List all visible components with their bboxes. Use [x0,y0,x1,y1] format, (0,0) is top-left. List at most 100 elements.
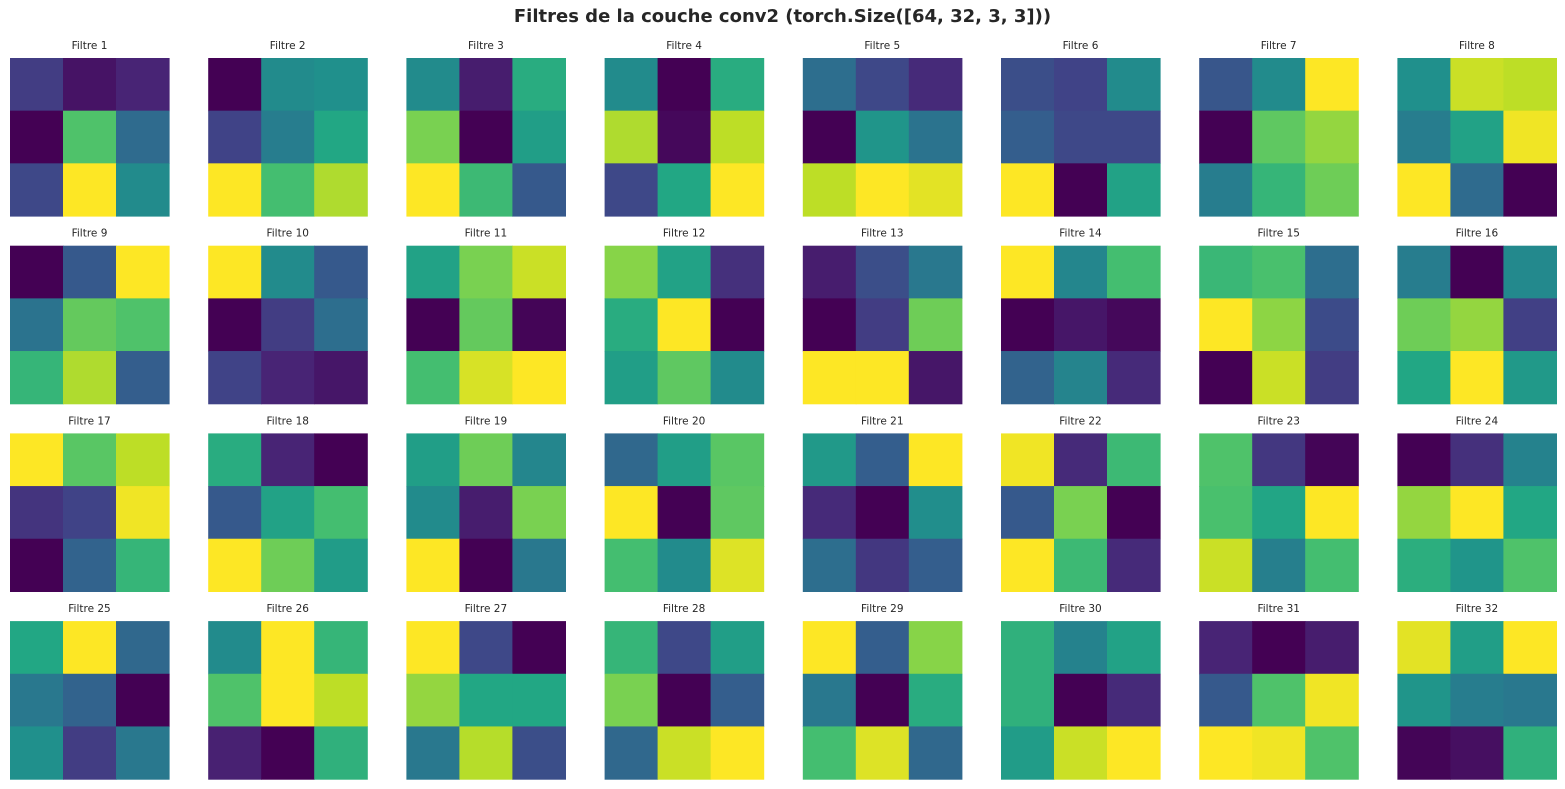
heatmap-cell [604,58,659,112]
heatmap-cell [1252,538,1306,592]
filter-title: Filtre 27 [465,603,507,615]
heatmap-cell [208,486,262,540]
filter-panel-22: Filtre 22 [1001,415,1161,592]
heatmap-cell [10,110,64,164]
heatmap-cell [604,673,659,728]
heatmap-cell [512,58,566,112]
filter-panel-9: Filtre 9 [10,228,170,405]
heatmap-cell [261,110,315,164]
heatmap-cell [1252,110,1306,164]
heatmap-cell [459,245,513,299]
heatmap-cell [855,163,910,217]
heatmap-cell [1001,110,1055,164]
heatmap-cell [459,726,513,780]
heatmap-cell [116,110,170,164]
heatmap-cell [1107,673,1161,728]
heatmap-cell [459,538,513,592]
heatmap-cell [802,673,857,728]
filter-panel-20: Filtre 20 [604,415,765,592]
filter-panel-16: Filtre 16 [1397,228,1557,405]
filter-panel-6: Filtre 6 [1001,40,1161,217]
heatmap-cell [1001,486,1055,540]
heatmap-cell [459,486,513,540]
heatmap-cell [1107,726,1161,780]
filter-title: Filtre 9 [72,228,108,240]
heatmap-cell [908,298,963,352]
heatmap-cell [406,110,460,164]
heatmap-cell [314,673,368,728]
heatmap-cell [1503,621,1557,675]
heatmap-cell [802,351,857,405]
filter-title: Filtre 11 [465,228,507,240]
heatmap-cell [908,538,963,592]
heatmap-cell [63,58,117,112]
heatmap-cell [10,163,64,217]
heatmap-cell [710,621,765,675]
heatmap-cell [1305,163,1359,217]
heatmap-cell [63,621,117,675]
heatmap-cell [116,621,170,675]
heatmap-cell [1107,538,1161,592]
filter-title: Filtre 1 [72,40,108,52]
heatmap-cell [406,726,460,780]
heatmap-cell [116,245,170,299]
heatmap-cell [604,163,659,217]
heatmap-cell [604,486,659,540]
heatmap-cell [512,433,566,487]
heatmap-cell [1503,486,1557,540]
heatmap-cell [208,726,262,780]
heatmap-cell [1252,58,1306,112]
heatmap-cell [1054,621,1108,675]
heatmap-cell [710,58,765,112]
filter-title: Filtre 13 [861,228,903,240]
heatmap-cell [908,163,963,217]
heatmap-cell [1252,621,1306,675]
heatmap-cell [1503,110,1557,164]
heatmap-cell [1107,486,1161,540]
heatmap-cell [1305,110,1359,164]
heatmap-cell [1107,433,1161,487]
heatmap-cell [314,58,368,112]
heatmap-cell [1252,673,1306,728]
heatmap-cell [459,298,513,352]
heatmap-cell [802,538,857,592]
heatmap-cell [1107,58,1161,112]
heatmap-cell [459,673,513,728]
heatmap-cell [802,245,857,299]
filter-panel-31: Filtre 31 [1199,603,1359,780]
heatmap-cell [657,351,712,405]
heatmap-cell [1450,163,1504,217]
heatmap-cell [10,673,64,728]
heatmap-cell [406,58,460,112]
heatmap-cell [10,621,64,675]
filter-panel-18: Filtre 18 [208,415,368,592]
heatmap-cell [1199,486,1253,540]
heatmap-cell [512,298,566,352]
heatmap-cell [604,351,659,405]
heatmap-cell [116,538,170,592]
heatmap-cell [855,433,910,487]
heatmap-cell [604,245,659,299]
heatmap-cell [1305,58,1359,112]
filter-title: Filtre 26 [266,603,309,615]
filter-title: Filtre 21 [861,415,903,427]
heatmap-cell [908,726,963,780]
heatmap-cell [1503,433,1557,487]
heatmap-cell [116,486,170,540]
heatmap-cell [459,163,513,217]
heatmap-cell [1397,621,1451,675]
heatmap-cell [314,621,368,675]
heatmap-cell [908,110,963,164]
heatmap-cell [1199,110,1253,164]
heatmap-cell [314,351,368,405]
filter-panel-32: Filtre 32 [1397,603,1557,780]
heatmap-cell [1450,673,1504,728]
heatmap-cell [314,726,368,780]
heatmap-cell [406,163,460,217]
heatmap-cell [710,163,765,217]
heatmap-cell [63,298,117,352]
heatmap-cell [261,433,315,487]
heatmap-cell [406,673,460,728]
heatmap-cell [314,538,368,592]
filter-panel-10: Filtre 10 [208,228,368,405]
